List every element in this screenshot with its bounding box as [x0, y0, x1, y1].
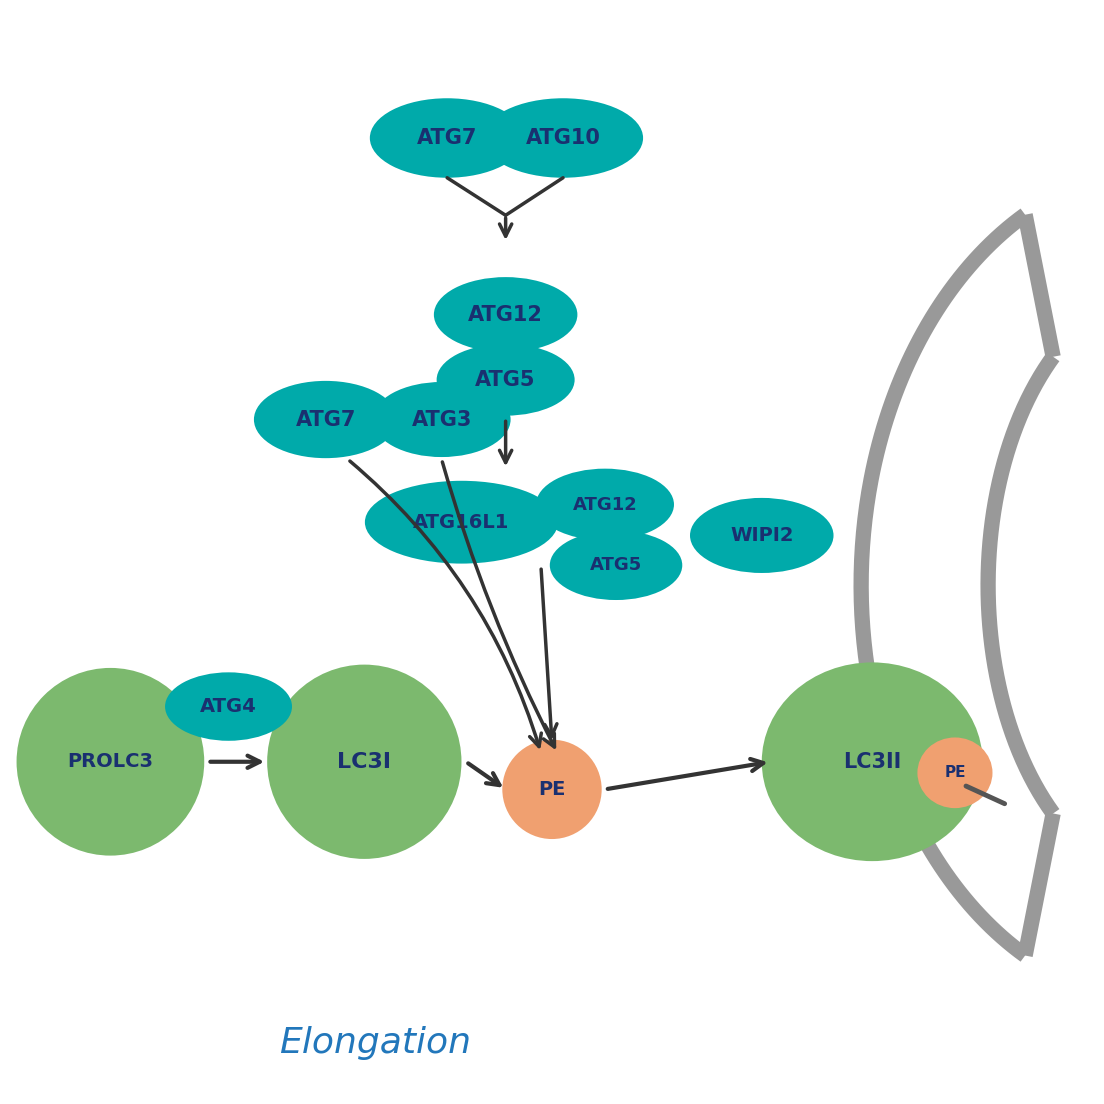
Ellipse shape	[166, 672, 291, 741]
Text: PE: PE	[539, 779, 565, 799]
Text: ATG7: ATG7	[296, 410, 355, 429]
Ellipse shape	[370, 98, 524, 178]
Ellipse shape	[254, 381, 397, 458]
Ellipse shape	[502, 740, 602, 839]
Ellipse shape	[762, 662, 983, 861]
Text: ATG10: ATG10	[526, 128, 601, 148]
Ellipse shape	[550, 531, 682, 601]
Text: ATG16L1: ATG16L1	[413, 512, 510, 532]
Ellipse shape	[17, 668, 204, 856]
Ellipse shape	[267, 665, 461, 859]
Text: ATG12: ATG12	[468, 305, 543, 325]
Text: ATG7: ATG7	[417, 128, 477, 148]
Text: WIPI2: WIPI2	[730, 526, 794, 545]
Text: LC3II: LC3II	[843, 752, 901, 772]
Text: Elongation: Elongation	[279, 1027, 471, 1060]
Text: ATG4: ATG4	[200, 697, 257, 716]
Text: ATG5: ATG5	[476, 370, 535, 390]
Text: PE: PE	[944, 765, 966, 781]
Text: ATG12: ATG12	[573, 496, 637, 513]
Ellipse shape	[690, 498, 834, 573]
Ellipse shape	[364, 481, 559, 563]
Text: ATG5: ATG5	[590, 556, 643, 574]
Text: PROLC3: PROLC3	[67, 752, 153, 772]
Ellipse shape	[373, 382, 510, 457]
Ellipse shape	[917, 737, 992, 808]
Ellipse shape	[434, 277, 577, 352]
Text: LC3I: LC3I	[338, 752, 391, 772]
Ellipse shape	[537, 468, 675, 540]
Ellipse shape	[437, 343, 575, 415]
Text: ATG3: ATG3	[412, 410, 471, 429]
Ellipse shape	[484, 98, 643, 178]
